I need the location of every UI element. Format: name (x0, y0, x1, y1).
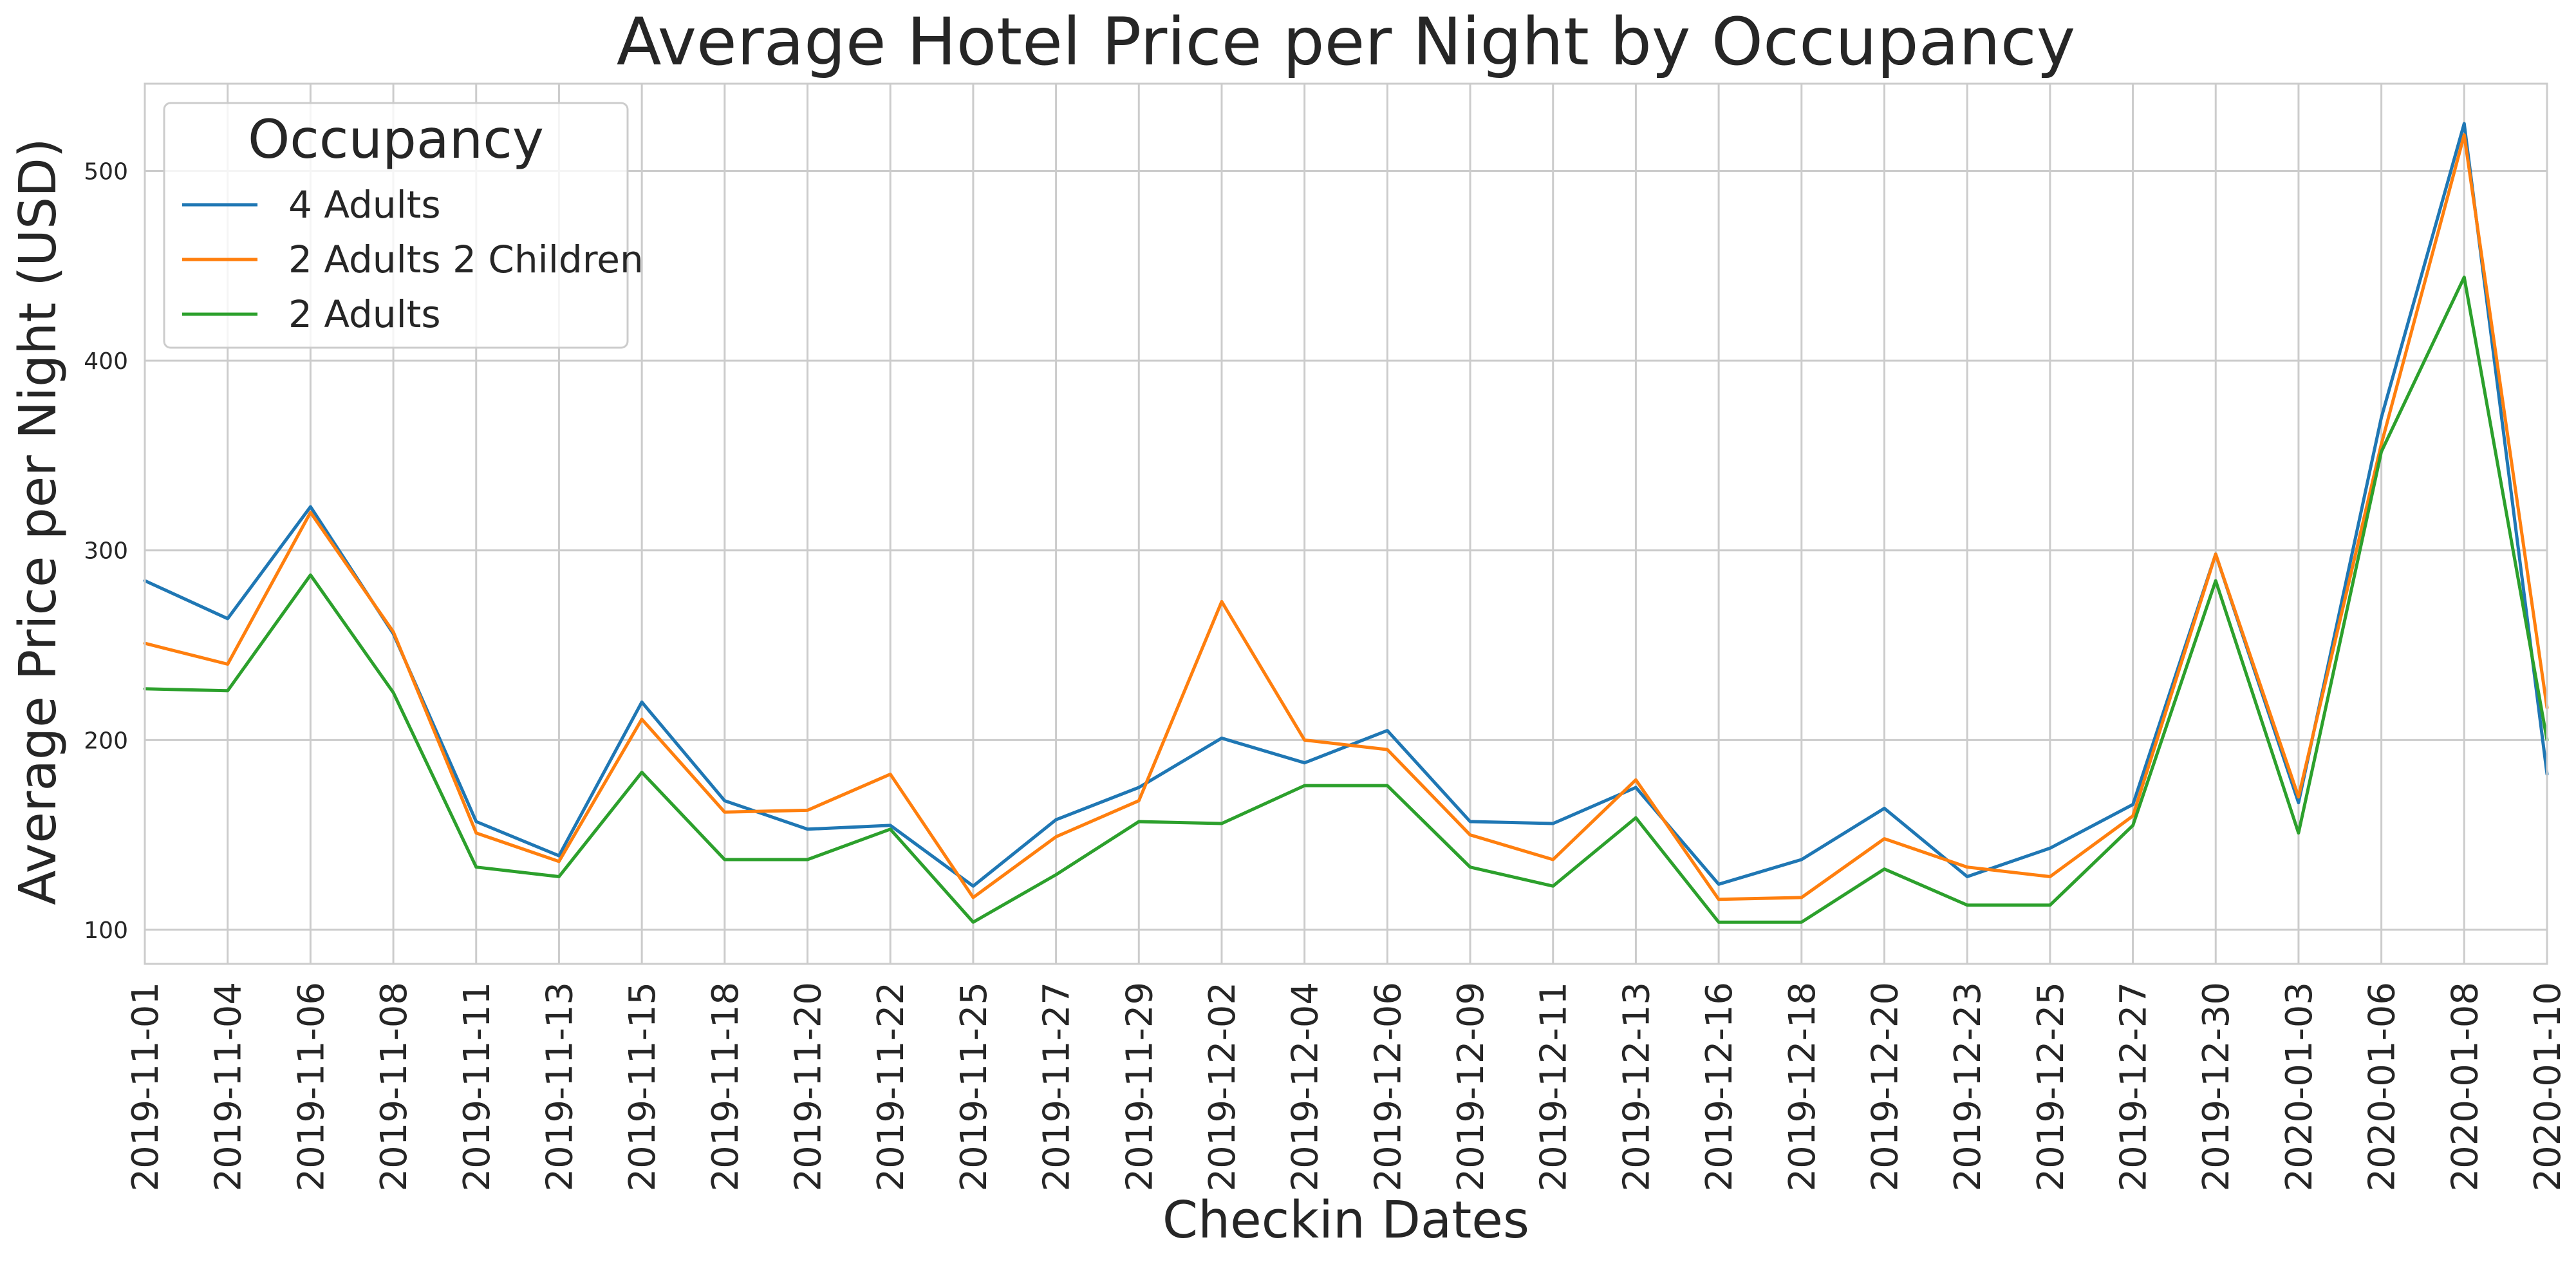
series-line-2-adults-2-children (143, 133, 2549, 901)
series-line-2-adults (143, 276, 2549, 924)
x-tick-labels: 2019-11-01 2019-11-04 2019-11-06 2019-11-08… (125, 982, 2569, 1191)
x-tick-label: 2019-11-20 (788, 982, 830, 1191)
x-tick-label: 2020-01-08 (2444, 982, 2486, 1191)
y-tick-label: 300 (84, 538, 128, 565)
x-tick-label: 2019-11-13 (539, 982, 581, 1191)
x-tick-label: 2019-11-25 (953, 982, 995, 1191)
legend: Occupancy 4 Adults 2 Adults 2 Children 2 A… (163, 102, 644, 349)
x-tick-label: 2019-12-25 (2030, 982, 2072, 1191)
y-tick-label: 100 (84, 918, 128, 944)
x-tick-label: 2019-11-01 (125, 982, 167, 1191)
x-tick-label: 2019-12-30 (2196, 982, 2237, 1191)
x-tick-label: 2019-12-27 (2113, 982, 2155, 1191)
chart-title: Average Hotel Price per Night by Occupan… (617, 4, 2075, 80)
x-tick-label: 2019-12-02 (1202, 982, 1244, 1191)
x-tick-label: 2019-12-11 (1533, 982, 1575, 1191)
x-tick-label: 2019-12-13 (1616, 982, 1657, 1191)
x-tick-label: 2019-11-18 (705, 982, 747, 1191)
x-tick-label: 2019-11-22 (870, 982, 912, 1191)
legend-label: 4 Adults (288, 183, 441, 227)
x-tick-label: 2019-11-11 (456, 982, 498, 1191)
legend-label: 2 Adults 2 Children (288, 238, 644, 281)
series-lines (143, 122, 2549, 924)
y-tick-label: 400 (84, 348, 128, 375)
y-tick-label: 500 (84, 159, 128, 185)
y-tick-labels: 100 200 300 400 500 (84, 159, 128, 944)
x-tick-label: 2019-12-23 (1947, 982, 1989, 1191)
legend-items: 4 Adults 2 Adults 2 Children 2 Adults (182, 183, 644, 336)
x-tick-label: 2019-12-16 (1699, 982, 1741, 1191)
x-tick-label: 2019-11-06 (290, 982, 332, 1191)
x-tick-label: 2019-11-15 (622, 982, 664, 1191)
legend-title: Occupancy (248, 108, 544, 171)
y-axis-label: Average Price per Night (USD) (8, 138, 68, 905)
x-axis-label: Checkin Dates (1162, 1191, 1529, 1250)
x-tick-label: 2019-12-06 (1367, 982, 1409, 1191)
x-tick-label: 2020-01-10 (2527, 982, 2569, 1191)
x-tick-label: 2019-11-29 (1119, 982, 1161, 1191)
axes-frame (144, 82, 2548, 965)
x-tick-label: 2019-12-20 (1864, 982, 1906, 1191)
x-tick-label: 2019-12-04 (1285, 982, 1327, 1191)
x-tick-label: 2019-12-09 (1450, 982, 1492, 1191)
x-tick-label: 2019-11-27 (1036, 982, 1078, 1191)
x-tick-label: 2020-01-03 (2279, 982, 2320, 1191)
series-line-4-adults (143, 122, 2549, 888)
legend-label: 2 Adults (288, 292, 441, 336)
x-tick-label: 2019-11-04 (208, 982, 250, 1191)
legend-box (163, 102, 629, 349)
x-tick-label: 2019-11-08 (373, 982, 415, 1191)
y-tick-label: 200 (84, 728, 128, 754)
x-tick-label: 2020-01-06 (2362, 982, 2403, 1191)
x-tick-label: 2019-12-18 (1782, 982, 1824, 1191)
